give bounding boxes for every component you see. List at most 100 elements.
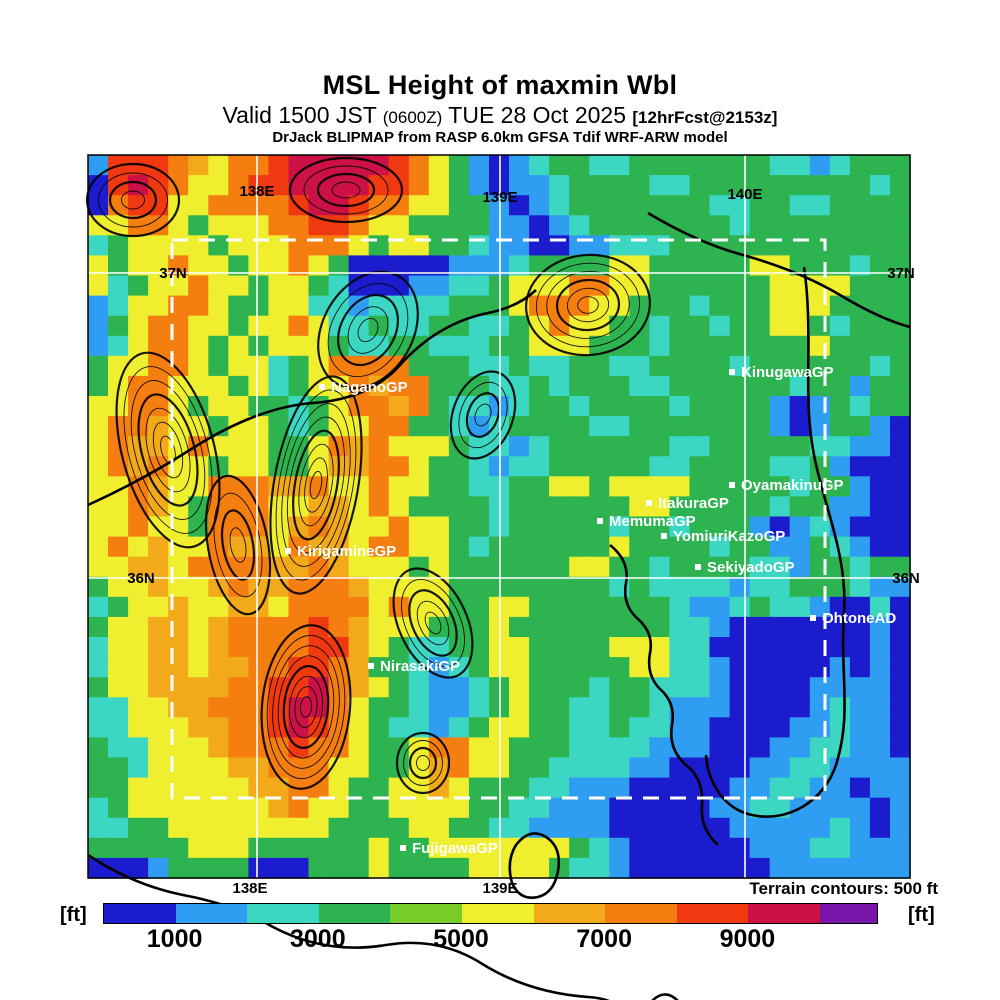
terrain-cell [408, 295, 430, 317]
terrain-cell [829, 155, 851, 176]
terrain-cell [368, 416, 390, 437]
terrain-cell [549, 576, 570, 598]
terrain-cell [208, 315, 229, 337]
terrain-cell [869, 155, 891, 176]
terrain-cell [849, 637, 871, 658]
terrain-cell [228, 697, 249, 719]
terrain-cell [829, 777, 851, 799]
terrain-cell [629, 355, 650, 377]
terrain-cell [589, 536, 610, 558]
terrain-cell [689, 837, 711, 859]
terrain-cell [849, 215, 871, 237]
terrain-cell [128, 255, 149, 277]
terrain-cell [108, 335, 129, 357]
terrain-cell [890, 396, 911, 417]
terrain-cell [669, 596, 691, 618]
terrain-cell [549, 657, 570, 678]
terrain-cell [569, 436, 590, 457]
terrain-cell [428, 857, 450, 879]
terrain-cell [388, 215, 410, 237]
terrain-cell [408, 657, 430, 678]
terrain-cell [569, 857, 590, 879]
terrain-cell [448, 777, 470, 799]
terrain-cell [789, 295, 811, 317]
terrain-cell [549, 697, 570, 719]
site-dot [285, 548, 291, 554]
terrain-cell [428, 375, 450, 397]
terrain-cell [689, 315, 711, 337]
terrain-cell [749, 355, 771, 377]
terrain-cell [549, 295, 570, 317]
terrain-cell [589, 616, 610, 638]
contour-ring [299, 696, 313, 718]
terrain-cell [208, 295, 229, 317]
terrain-cell [88, 677, 109, 698]
terrain-cell [709, 797, 731, 819]
terrain-cell [749, 817, 771, 839]
valid-prefix: Valid 1500 JST [222, 101, 377, 128]
terrain-cell [849, 516, 871, 538]
terrain-cell [388, 657, 410, 678]
terrain-cell [689, 697, 711, 719]
terrain-cell [168, 175, 189, 196]
contour-ring [260, 624, 352, 790]
terrain-cell [890, 777, 911, 799]
site-label: KirigamineGP [297, 543, 396, 560]
terrain-cell [629, 396, 650, 417]
terrain-cell [208, 797, 229, 819]
terrain-cell [148, 717, 169, 739]
lat-label-right: 36N [892, 570, 920, 587]
terrain-cell [268, 315, 290, 337]
terrain-cell [549, 817, 570, 839]
terrain-cell [468, 837, 490, 859]
terrain-cell [569, 456, 590, 478]
terrain-cell [208, 516, 229, 538]
terrain-cell [849, 155, 871, 176]
terrain-cell [849, 556, 871, 578]
terrain-cell [649, 637, 671, 658]
terrain-cell [709, 777, 731, 799]
terrain-cell [549, 536, 570, 558]
terrain-cell [448, 677, 470, 698]
terrain-cell [148, 576, 169, 598]
terrain-cell [669, 496, 691, 518]
terrain-cell [789, 677, 811, 698]
lon-label-top: 140E [727, 186, 762, 203]
terrain-cell [108, 215, 129, 237]
terrain-cell [549, 175, 570, 196]
coastline-path [609, 543, 719, 846]
terrain-cell [328, 657, 350, 678]
terrain-cell [248, 175, 270, 196]
terrain-cell [569, 777, 590, 799]
terrain-cell [288, 416, 310, 437]
terrain-cell [128, 797, 149, 819]
terrain-cell [108, 857, 129, 879]
terrain-cell [789, 416, 811, 437]
terrain-cell [849, 436, 871, 457]
terrain-cell [368, 757, 390, 779]
terrain-cell [448, 496, 470, 518]
terrain-cell [308, 837, 330, 859]
terrain-cell [629, 175, 650, 196]
terrain-cell [388, 596, 410, 618]
terrain-cell [228, 516, 249, 538]
terrain-cell [108, 777, 129, 799]
terrain-cell [890, 797, 911, 819]
terrain-cell [208, 275, 229, 297]
terrain-cell [509, 677, 530, 698]
terrain-cell [689, 416, 711, 437]
terrain-cell [108, 275, 129, 297]
terrain-cell [569, 757, 590, 779]
contour-ring [403, 740, 443, 786]
terrain-cell [649, 375, 671, 397]
terrain-cell [729, 857, 751, 879]
terrain-cell [308, 817, 330, 839]
terrain-cell [849, 175, 871, 196]
terrain-cell [368, 677, 390, 698]
terrain-cell [890, 195, 911, 216]
terrain-cell [709, 355, 731, 377]
terrain-cell [849, 476, 871, 498]
terrain-cell [388, 496, 410, 518]
terrain-cell [709, 556, 731, 578]
terrain-cell [629, 697, 650, 719]
